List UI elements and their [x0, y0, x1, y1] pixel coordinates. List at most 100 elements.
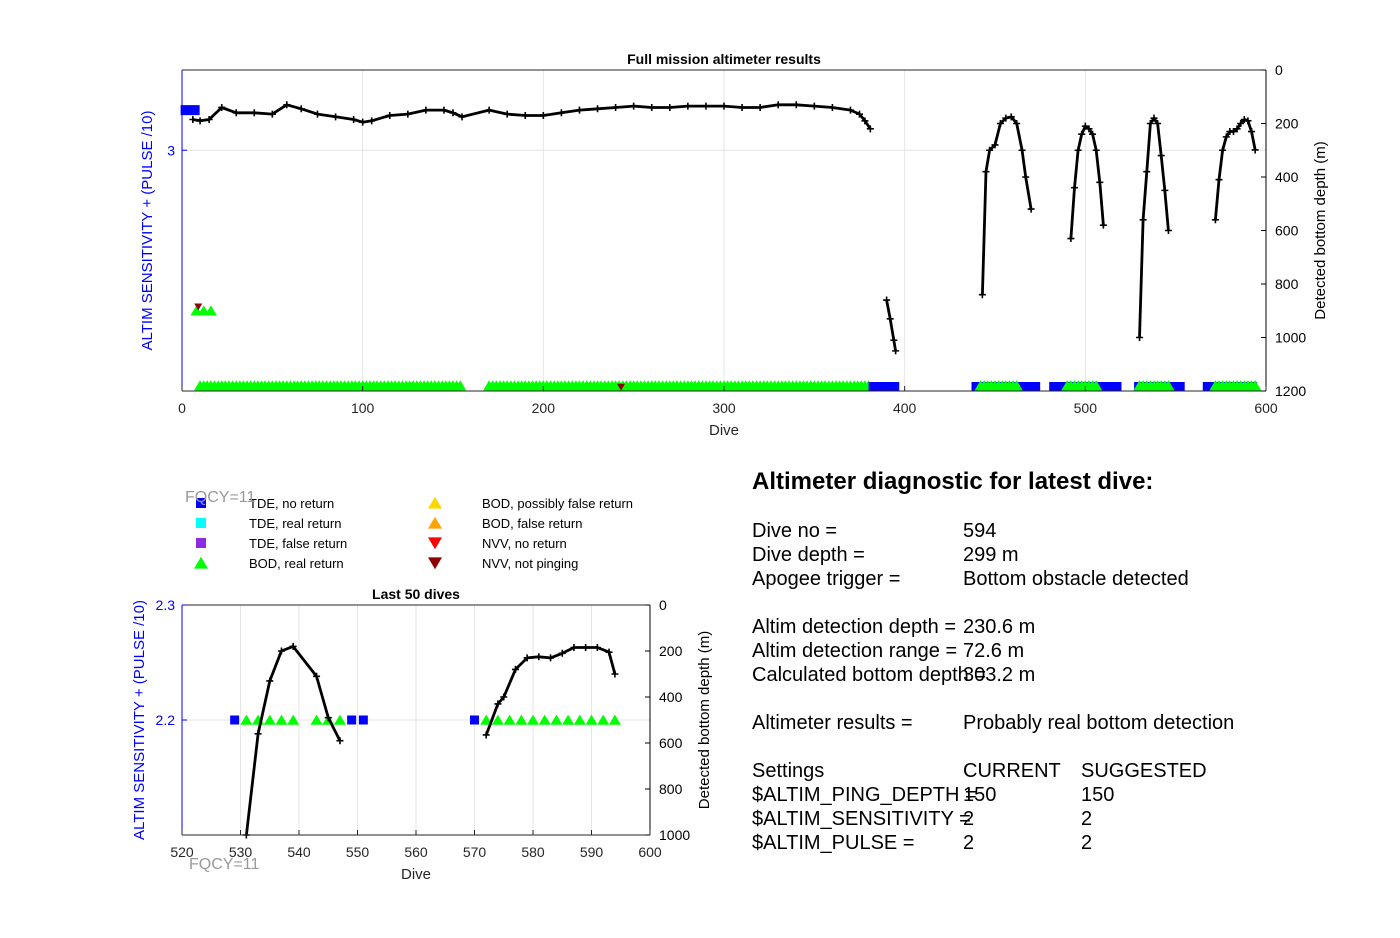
- bottom-depth-point: [283, 101, 291, 109]
- bottom-depth-point: [404, 110, 412, 118]
- bottom-depth-point: [890, 336, 898, 344]
- bottom-depth-point: [359, 118, 367, 126]
- bod-real-return-marker: [333, 714, 346, 725]
- legend-triangle-marker: [428, 537, 442, 550]
- x-tick-label: 580: [521, 844, 545, 860]
- bottom-depth-point: [458, 113, 466, 121]
- bod-real-return-marker: [538, 714, 551, 725]
- bottom-depth-point: [1078, 130, 1086, 138]
- y-left-tick-label: 2.3: [156, 597, 176, 613]
- bottom-depth-point: [774, 101, 782, 109]
- y-right-tick-label: 200: [659, 643, 683, 659]
- bottom-depth-point: [1157, 152, 1165, 160]
- x-tick-label: 400: [893, 400, 917, 416]
- x-tick-label: 0: [178, 400, 186, 416]
- bottom-depth-point: [521, 111, 529, 119]
- chart-title: Last 50 dives: [372, 586, 460, 602]
- x-tick-label: 600: [1254, 400, 1278, 416]
- bod-real-return-marker: [204, 305, 217, 316]
- bottom-depth-point: [684, 102, 692, 110]
- x-tick-label: 560: [404, 844, 428, 860]
- bottom-depth-point: [189, 115, 197, 123]
- bottom-depth-point: [422, 106, 430, 114]
- bottom-depth-point: [1161, 186, 1169, 194]
- bottom-depth-point: [756, 103, 764, 111]
- y-right-tick-label: 0: [659, 597, 667, 613]
- y-right-tick-label: 800: [1275, 276, 1299, 292]
- bottom-depth-point: [1219, 146, 1227, 154]
- x-tick-label: 520: [170, 844, 194, 860]
- bottom-depth-point: [861, 117, 869, 125]
- legend-triangle-marker: [194, 556, 208, 569]
- tde-no-return-marker: [347, 715, 357, 725]
- y-right-tick-label: 0: [1275, 62, 1283, 78]
- bottom-depth-point: [1150, 114, 1158, 122]
- bottom-depth-point: [336, 737, 344, 745]
- bod-real-return-marker: [491, 714, 504, 725]
- x-tick-label: 500: [1074, 400, 1098, 416]
- bottom-depth-point: [1081, 122, 1089, 130]
- bottom-depth-point: [196, 117, 204, 125]
- x-tick-label: 540: [287, 844, 311, 860]
- bod-real-return-marker: [454, 380, 467, 391]
- bottom-depth-point: [810, 102, 818, 110]
- bottom-depth-point: [485, 106, 493, 114]
- bod-real-return-marker: [550, 714, 563, 725]
- bottom-depth-point: [535, 653, 543, 661]
- y-right-tick-label: 400: [1275, 169, 1299, 185]
- bottom-depth-point: [1018, 146, 1026, 154]
- legend-item-label: TDE, real return: [249, 516, 341, 531]
- bottom-depth-point: [449, 109, 457, 117]
- last-50-dives-chart: 520 530 540 550 560 570 580 590 600 2.2 2.3 0 200 400…: [131, 586, 713, 883]
- bottom-depth-point: [277, 647, 285, 655]
- bottom-depth-point: [440, 106, 448, 114]
- x-tick-label: 530: [229, 844, 253, 860]
- x-tick-label: 550: [346, 844, 370, 860]
- bottom-depth-point: [1211, 216, 1219, 224]
- tde-no-return-marker: [189, 105, 200, 116]
- bod-real-return-marker: [480, 714, 493, 725]
- bottom-depth-point: [314, 110, 321, 118]
- tde-no-return-marker: [180, 105, 191, 116]
- bottom-depth-point: [986, 146, 994, 154]
- bottom-depth-point: [1074, 146, 1082, 154]
- x-tick-label: 570: [463, 844, 487, 860]
- bod-real-return-marker: [310, 714, 323, 725]
- bod-real-return-marker: [1162, 380, 1175, 391]
- bottom-depth-point: [1089, 130, 1097, 138]
- x-axis-label: Dive: [401, 866, 431, 883]
- bottom-depth-point: [250, 109, 258, 117]
- bottom-depth-point: [1143, 168, 1151, 176]
- bottom-depth-point: [1139, 216, 1147, 224]
- bottom-depth-point: [1067, 235, 1075, 243]
- bod-real-return-marker: [608, 714, 621, 725]
- bottom-depth-point: [570, 644, 578, 652]
- legend-item-label: BOD, possibly false return: [482, 496, 633, 511]
- bod-real-return-marker: [562, 714, 575, 725]
- bottom-depth-point: [1027, 205, 1035, 213]
- bod-real-return-marker: [1249, 380, 1262, 391]
- bottom-depth-point: [205, 115, 213, 123]
- bottom-depth-point: [523, 654, 531, 662]
- legend-square-marker: [196, 518, 206, 528]
- bottom-depth-point: [648, 103, 656, 111]
- bottom-depth-point: [1244, 117, 1252, 125]
- x-axis-label: Dive: [709, 422, 739, 439]
- bottom-depth-point: [539, 111, 547, 119]
- bottom-depth-point: [978, 291, 986, 299]
- bottom-depth-line: [1214, 118, 1257, 220]
- tde-no-return-marker: [358, 715, 368, 725]
- bod-real-return-marker: [263, 714, 276, 725]
- bod-real-return-marker: [527, 714, 539, 725]
- y-left-axis-label: ALTIM SENSITIVITY + (PULSE /10): [131, 600, 148, 840]
- x-tick-label: 200: [532, 400, 556, 416]
- bottom-depth-point: [1096, 178, 1104, 186]
- bottom-depth-line: [981, 115, 1033, 295]
- bottom-depth-point: [332, 113, 340, 121]
- bottom-depth-point: [738, 103, 746, 111]
- bottom-depth-point: [828, 103, 836, 111]
- bottom-depth-point: [792, 101, 800, 109]
- bottom-depth-point: [866, 125, 874, 133]
- bottom-depth-point: [1237, 120, 1245, 127]
